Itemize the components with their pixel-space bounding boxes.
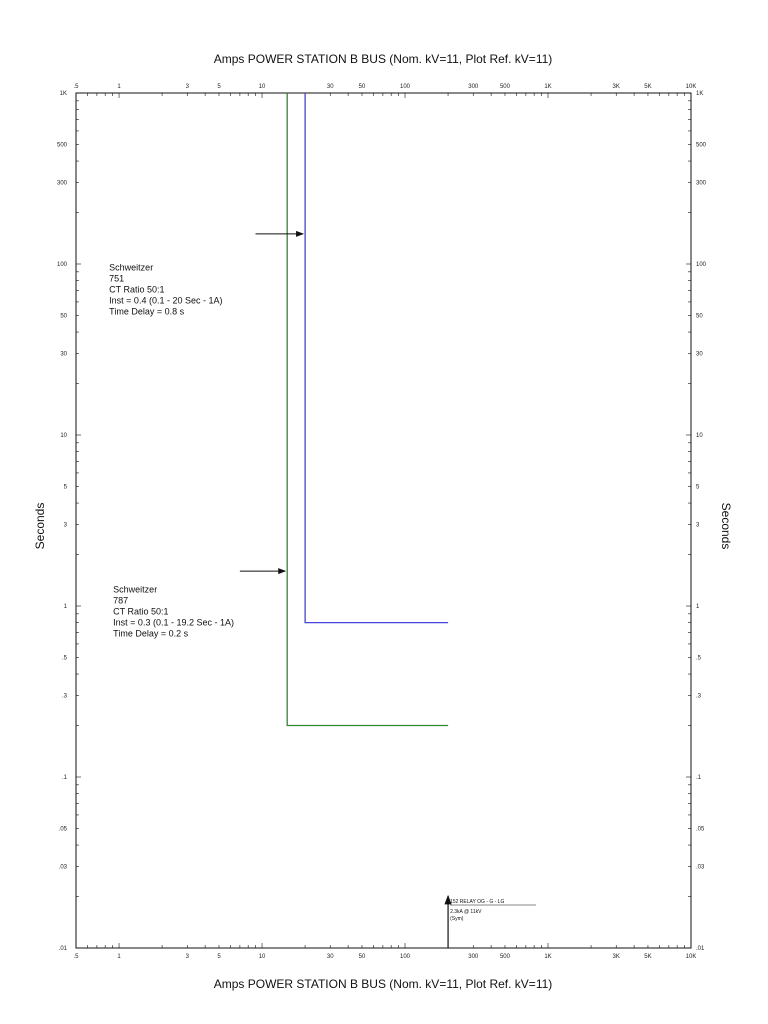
y-tick-label-left: 30 [60, 351, 67, 357]
y-tick-label-left: .03 [59, 864, 68, 870]
chart-title-bottom: Amps POWER STATION B BUS (Nom. kV=11, Pl… [214, 977, 553, 991]
x-tick-label-top: 10K [686, 84, 697, 90]
y-tick-label-right: .1 [696, 775, 702, 781]
annotation-2-line: 787 [113, 595, 128, 605]
y-tick-label-right: 5 [696, 484, 700, 490]
chart-title-top: Amps POWER STATION B BUS (Nom. kV=11, Pl… [214, 52, 553, 66]
tcc-curve-1 [304, 93, 449, 624]
y-tick-label-left: 50 [60, 313, 67, 319]
annotation-1-line: 751 [109, 274, 124, 284]
y-tick-label-right: 30 [696, 351, 703, 357]
x-tick-label-bottom: 300 [468, 954, 479, 960]
y-tick-label-left: 500 [57, 142, 68, 148]
y-tick-label-right: 1 [696, 604, 700, 610]
y-tick-label-right: .05 [696, 826, 705, 832]
x-tick-label-bottom: 3 [186, 954, 190, 960]
x-tick-label-top: 3 [186, 84, 190, 90]
y-axis-label-left: Seconds [33, 503, 47, 550]
x-tick-label-bottom: 3K [613, 954, 620, 960]
x-tick-label-bottom: 5 [217, 954, 221, 960]
x-tick-label-bottom: 10 [259, 954, 266, 960]
x-tick-label-top: 100 [400, 84, 411, 90]
x-tick-label-bottom: 500 [500, 954, 511, 960]
x-tick-label-top: 5 [217, 84, 221, 90]
y-tick-label-left: .1 [62, 775, 68, 781]
y-tick-label-right: 300 [696, 180, 707, 186]
annotation-2-line: CT Ratio 50:1 [113, 606, 168, 616]
y-tick-label-left: 5 [64, 484, 68, 490]
x-tick-label-bottom: 10K [686, 954, 697, 960]
annotation-1-line: Time Delay = 0.8 s [109, 307, 184, 317]
x-tick-label-bottom: 30 [327, 954, 334, 960]
y-tick-label-left: 300 [57, 180, 68, 186]
y-tick-label-left: .3 [62, 693, 68, 699]
y-tick-label-left: 3 [64, 522, 68, 528]
plot-frame [75, 92, 692, 949]
annotation-1-line: Inst = 0.4 (0.1 - 20 Sec - 1A) [109, 296, 222, 306]
relay-sub-1: 2.3kA @ 11kV [450, 909, 482, 915]
relay-label: 152 RELAY OG - G - LG [450, 899, 504, 905]
tcc-curve-2 [286, 93, 449, 727]
x-tick-label-top: 50 [359, 84, 366, 90]
y-tick-label-left: 1K [60, 91, 67, 97]
y-tick-label-left: .01 [59, 946, 68, 952]
x-tick-label-bottom: 5K [644, 954, 651, 960]
y-tick-label-left: 1 [64, 604, 68, 610]
relay-marker: 152 RELAY OG - G - LG 2.3kA @ 11kV(Sym) [444, 894, 537, 948]
x-tick-label-bottom: .5 [73, 954, 79, 960]
annotation-2-line: Schweitzer [113, 584, 157, 594]
axis-ticks: .5 .5 1 1 3 3 5 5 10 10 30 30 50 50 100 100 300 300 500 500… [57, 84, 707, 960]
y-tick-label-right: 100 [696, 262, 707, 268]
x-tick-label-bottom: 50 [359, 954, 366, 960]
x-tick-label-bottom: 100 [400, 954, 411, 960]
y-tick-label-right: .01 [696, 946, 705, 952]
y-tick-label-right: 500 [696, 142, 707, 148]
y-tick-label-right: .3 [696, 693, 702, 699]
annotation-1-line: Schweitzer [109, 263, 153, 273]
annotation-2-line: Inst = 0.3 (0.1 - 19.2 Sec - 1A) [113, 617, 234, 627]
x-tick-label-top: 10 [259, 84, 266, 90]
x-tick-label-bottom: 1 [117, 954, 121, 960]
x-tick-label-top: 300 [468, 84, 479, 90]
y-tick-label-left: 100 [57, 262, 68, 268]
y-tick-label-left: .05 [59, 826, 68, 832]
x-tick-label-top: 3K [613, 84, 620, 90]
y-axis-label-right: Seconds [719, 503, 733, 550]
x-tick-label-top: 30 [327, 84, 334, 90]
x-tick-label-top: 1 [117, 84, 121, 90]
y-tick-label-right: 50 [696, 313, 703, 319]
y-tick-label-right: 10 [696, 433, 703, 439]
x-tick-label-bottom: 1K [544, 954, 551, 960]
y-tick-label-left: 10 [60, 433, 67, 439]
annotation-1-line: CT Ratio 50:1 [109, 285, 164, 295]
y-tick-label-right: .03 [696, 864, 705, 870]
x-tick-label-top: .5 [73, 84, 79, 90]
annotation-2-line: Time Delay = 0.2 s [113, 628, 188, 638]
relay-sub-2: (Sym) [450, 916, 464, 922]
x-tick-label-top: 500 [500, 84, 511, 90]
x-tick-label-top: 1K [544, 84, 551, 90]
x-tick-label-top: 5K [644, 84, 651, 90]
curve-group [286, 93, 449, 727]
y-tick-label-right: 1K [696, 91, 703, 97]
y-tick-label-right: .5 [696, 655, 702, 661]
y-tick-label-right: 3 [696, 522, 700, 528]
y-tick-label-left: .5 [62, 655, 68, 661]
